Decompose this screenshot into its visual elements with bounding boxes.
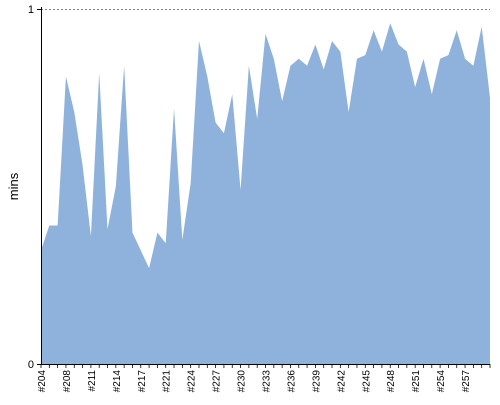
area-layer — [41, 23, 490, 364]
x-tick-label: #204 — [37, 370, 48, 393]
x-tick-label: #242 — [336, 370, 347, 393]
x-tick-label: #233 — [262, 370, 273, 393]
x-tick-label: #248 — [386, 370, 397, 393]
x-tick-label: #230 — [237, 370, 248, 393]
x-tick-label: #254 — [436, 370, 447, 393]
x-tick-label: #239 — [311, 370, 322, 393]
x-tick-label: #221 — [162, 370, 173, 393]
x-tick-label: #224 — [187, 370, 198, 393]
y-axis-ticks: 01 — [28, 4, 41, 371]
x-tick-label: #211 — [87, 370, 98, 392]
x-axis-ticks: #204 #208 #211 #214 #217 #221 #224 #227 #230 #233… — [37, 364, 491, 393]
series-area — [41, 23, 490, 364]
x-tick-label: #227 — [212, 370, 223, 393]
x-tick-label: #257 — [461, 370, 472, 393]
y-axis-label: mins — [6, 172, 21, 200]
x-tick-label: #251 — [411, 370, 422, 393]
x-tick-label: #217 — [137, 370, 148, 393]
y-tick-label: 0 — [28, 359, 34, 371]
y-tick-label: 1 — [28, 4, 34, 16]
x-tick-label: #236 — [286, 370, 297, 393]
x-tick-label: #245 — [361, 370, 372, 393]
x-tick-label: #214 — [112, 370, 123, 393]
x-tick-label: #208 — [62, 370, 73, 393]
